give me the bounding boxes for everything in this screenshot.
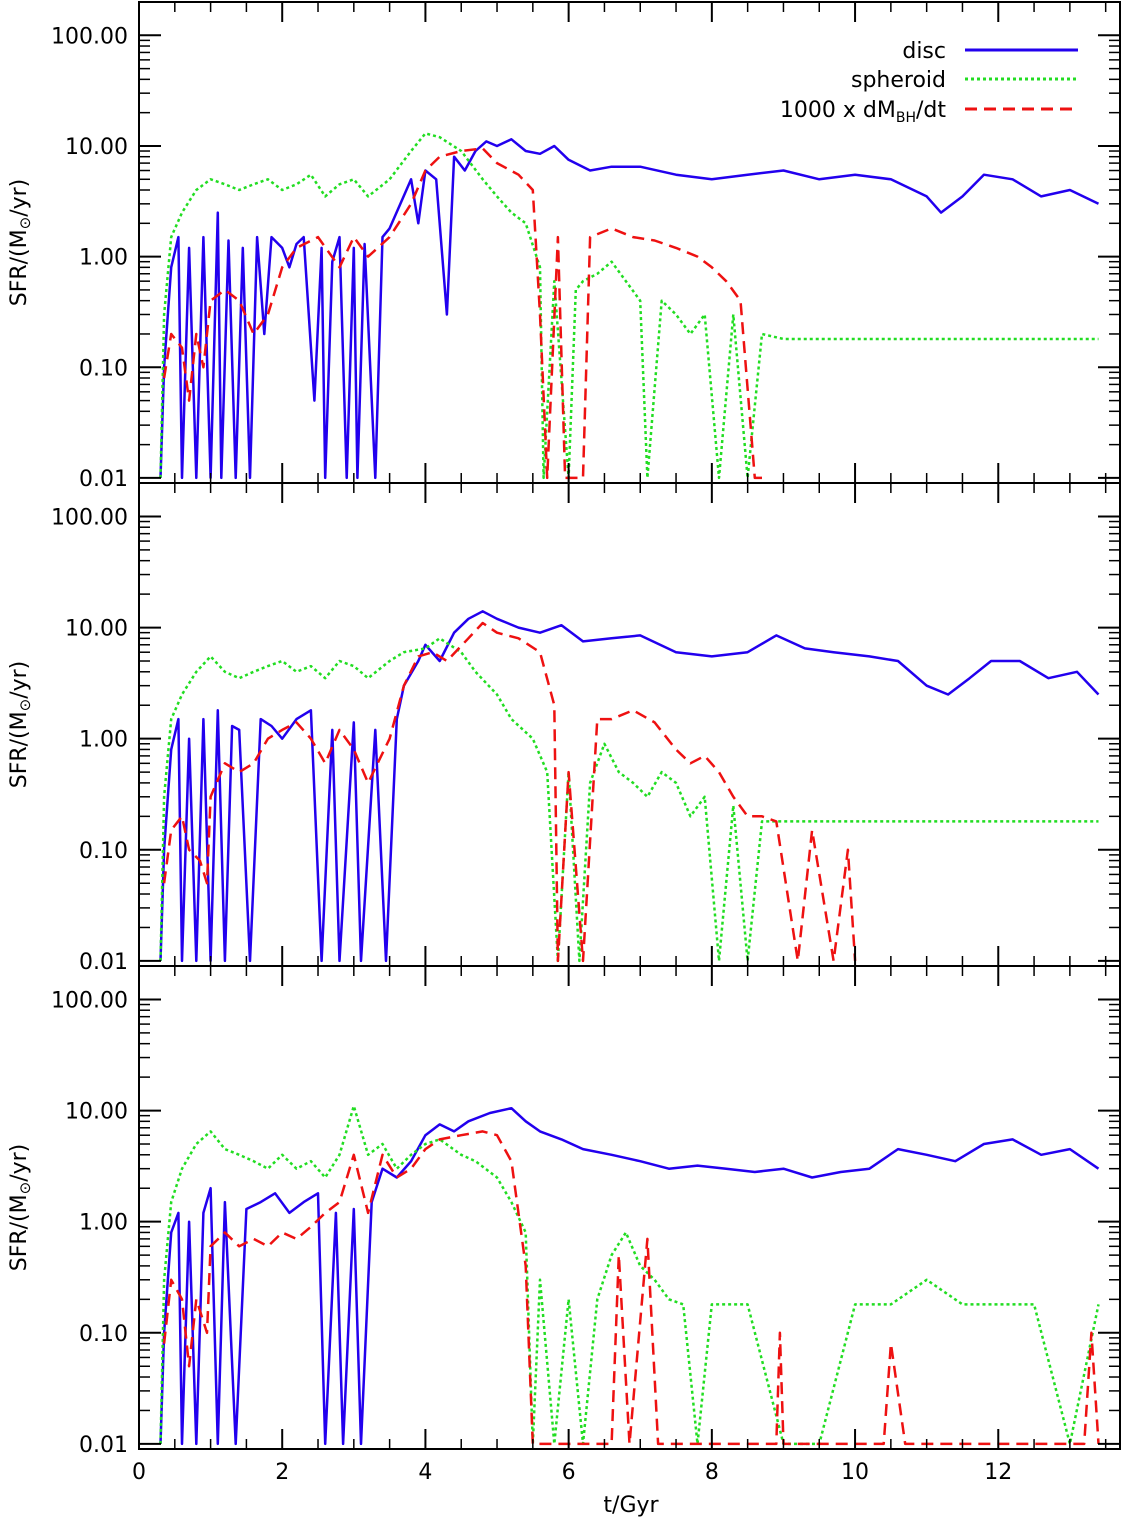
x-tick-label: 0	[132, 1460, 146, 1485]
y-axis-title: SFR/(M⊙/yr)	[7, 1144, 34, 1272]
y-axis-title-main: SFR/(M	[7, 229, 32, 306]
panel-frame	[138, 1, 1121, 484]
y-axis-title-symbol: ⊙	[16, 217, 34, 230]
legend-label-disc: disc	[902, 39, 946, 64]
series-group	[159, 610, 1100, 963]
legend-label-bh-tail: /dt	[916, 98, 946, 123]
legend-label-bh: 1000 x dMBH/dt	[780, 98, 946, 126]
legend-label-bh-sub: BH	[896, 110, 916, 126]
y-tick-label: 0.10	[79, 1322, 128, 1347]
y-tick-label: 0.10	[79, 839, 128, 864]
x-tick-label: 10	[841, 1460, 869, 1485]
y-axis-title: SFR/(M⊙/yr)	[7, 179, 34, 307]
y-axis-title-tail: /yr)	[7, 1144, 32, 1182]
panel-3: 0.01 0.10 1.00 10.00 100.00 SFR/(M⊙/yr)	[7, 965, 1121, 1458]
y-tick-label: 0.01	[79, 467, 128, 492]
panel-2: 0.01 0.10 1.00 10.00 100.00 SFR/(M⊙/yr)	[7, 482, 1121, 975]
y-axis-title-main: SFR/(M	[7, 711, 32, 788]
legend: disc spheroid 1000 x dMBH/dt	[780, 39, 1078, 126]
y-tick-label: 1.00	[79, 728, 128, 753]
x-tick-label: 4	[418, 1460, 432, 1485]
series-spheroid	[159, 637, 1099, 963]
series-spheroid	[159, 1104, 1100, 1446]
y-tick-label: 0.10	[79, 356, 128, 381]
x-tick-label: 12	[984, 1460, 1012, 1485]
series-bh	[162, 1130, 1100, 1446]
x-tick-label: 6	[562, 1460, 576, 1485]
y-axis-title-main: SFR/(M	[7, 1194, 32, 1271]
y-tick-label: 1.00	[79, 1211, 128, 1236]
x-tick-label: 2	[275, 1460, 289, 1485]
panels: 0.010.101.0010.00100.00SFR/(M⊙/yr)0.010.…	[7, 1, 1121, 1485]
y-axis-title: SFR/(M⊙/yr)	[7, 661, 34, 789]
series-bh	[162, 147, 762, 480]
y-tick-label: 100.00	[51, 988, 128, 1013]
legend-label-spheroid: spheroid	[851, 68, 946, 93]
y-tick-label: 10.00	[65, 1100, 128, 1125]
y-tick-label: 10.00	[65, 617, 128, 642]
y-tick-label: 100.00	[51, 24, 128, 49]
y-axis-title-tail: /yr)	[7, 661, 32, 699]
y-tick-label: 0.01	[79, 950, 128, 975]
y-axis-title-tail: /yr)	[7, 179, 32, 217]
y-axis-title-symbol: ⊙	[16, 699, 34, 712]
x-tick-label: 8	[705, 1460, 719, 1485]
panel-frame	[138, 965, 1121, 1450]
series-group	[159, 1104, 1100, 1446]
series-spheroid	[159, 132, 1099, 480]
series-disc	[159, 1106, 1100, 1446]
panel-1: 0.01 0.10 1.00 10.00 100.00 SFR/(M⊙/yr)	[7, 1, 1121, 492]
y-tick-label: 10.00	[65, 135, 128, 160]
legend-label-bh-main: 1000 x dM	[780, 98, 896, 123]
series-group	[159, 132, 1100, 480]
y-tick-label: 0.01	[79, 1433, 128, 1458]
series-bh	[162, 621, 857, 963]
y-tick-label: 1.00	[79, 246, 128, 271]
y-tick-label: 100.00	[51, 505, 128, 530]
y-axis-title-symbol: ⊙	[16, 1182, 34, 1195]
series-disc	[159, 138, 1100, 480]
series-disc	[159, 610, 1100, 963]
x-axis-title: t/Gyr	[603, 1493, 659, 1518]
panel-frame	[138, 482, 1121, 967]
